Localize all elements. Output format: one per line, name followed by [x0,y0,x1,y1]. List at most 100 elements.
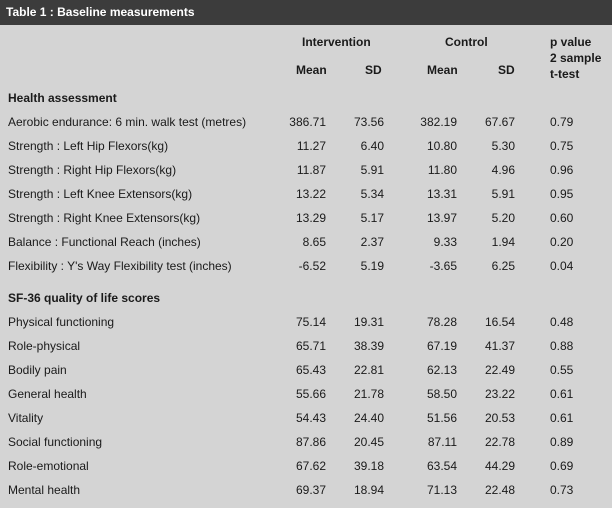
control-mean-cell: 87.11 [427,435,457,449]
header-pvalue-line2: 2 sample [550,51,602,65]
control-sd-cell: 5.20 [491,211,515,225]
control-mean-cell: 9.33 [433,235,457,249]
control-sd-cell: 1.94 [491,235,515,249]
intervention-mean-cell: 13.22 [295,187,326,201]
intervention-mean-cell: 67.62 [295,459,326,473]
control-mean-cell: 13.31 [426,187,457,201]
control-mean-cell: 10.80 [426,139,457,153]
intervention-sd-cell: 5.34 [360,187,384,201]
control-sd-cell: 41.37 [484,339,515,353]
intervention-sd-cell: 5.19 [360,259,384,273]
row-label: Aerobic endurance: 6 min. walk test (met… [8,115,247,129]
control-sd-cell: 4.96 [491,163,515,177]
control-sd-cell: 5.30 [491,139,515,153]
section-title: SF-36 quality of life scores [8,291,161,305]
control-mean-cell: 382.19 [420,115,457,129]
header-intervention-mean: Mean [296,63,327,77]
table-row: Social functioning 87.86 20.45 87.11 22.78 0.… [0,430,612,454]
table-row: Aerobic endurance: 6 min. walk test (met… [0,110,612,134]
intervention-sd-cell: 21.78 [353,387,384,401]
p-value-cell: 0.48 [550,315,574,329]
header-control-sd: SD [498,63,515,77]
row-label: Bodily pain [8,363,67,377]
intervention-mean-cell: 65.71 [295,339,326,353]
control-sd-cell: 20.53 [484,411,515,425]
section-header: Health assessment [0,86,612,110]
row-label: General health [8,387,87,401]
p-value-cell: 0.96 [550,163,574,177]
p-value-cell: 0.73 [550,483,574,497]
intervention-mean-cell: 386.71 [289,115,326,129]
row-label: Strength : Right Knee Extensors(kg) [8,211,201,225]
control-sd-cell: 5.91 [491,187,515,201]
p-value-cell: 0.75 [550,139,574,153]
section-title: Health assessment [8,91,117,105]
row-label: Strength : Left Knee Extensors(kg) [8,187,193,201]
table-body: Intervention Control p value 2 sample t-… [0,25,612,508]
header-intervention-sd: SD [365,63,382,77]
header-pvalue-line1: p value [550,35,592,49]
intervention-mean-cell: 11.87 [296,163,326,177]
control-mean-cell: 13.97 [426,211,457,225]
row-label: Flexibility : Y's Way Flexibility test (… [8,259,232,273]
table-row: Strength : Left Hip Flexors(kg) 11.27 6.40… [0,134,612,158]
row-label: Strength : Left Hip Flexors(kg) [8,139,169,153]
table-title: Table 1 : Baseline measurements [0,0,612,25]
row-label: Mental health [8,483,81,497]
intervention-sd-cell: 38.39 [353,339,384,353]
p-value-cell: 0.55 [550,363,574,377]
p-value-cell: 0.69 [550,459,574,473]
intervention-mean-cell: 87.86 [295,435,326,449]
intervention-sd-cell: 22.81 [353,363,384,377]
p-value-cell: 0.89 [550,435,574,449]
control-mean-cell: 58.50 [426,387,457,401]
control-sd-cell: 22.78 [484,435,515,449]
control-mean-cell: 63.54 [426,459,457,473]
table-row: Physical functioning 75.14 19.31 78.28 16.54… [0,310,612,334]
p-value-cell: 0.88 [550,339,574,353]
table-row: Flexibility : Y's Way Flexibility test (… [0,254,612,278]
control-mean-cell: -3.65 [429,259,457,273]
intervention-mean-cell: -6.52 [298,259,326,273]
control-sd-cell: 16.54 [484,315,515,329]
intervention-sd-cell: 2.37 [360,235,384,249]
row-label: Vitality [8,411,44,425]
intervention-sd-cell: 73.56 [353,115,384,129]
table-row: Vitality 54.43 24.40 51.56 20.53 0.61 [0,406,612,430]
header-pvalue-line3: t-test [550,67,580,81]
intervention-mean-cell: 13.29 [295,211,326,225]
control-sd-cell: 67.67 [484,115,515,129]
table-row: Bodily pain 65.43 22.81 62.13 22.49 0.55 [0,358,612,382]
intervention-mean-cell: 65.43 [295,363,326,377]
p-value-cell: 0.95 [550,187,574,201]
control-mean-cell: 71.13 [426,483,457,497]
table-row: General health 55.66 21.78 58.50 23.22 0.61 [0,382,612,406]
control-mean-cell: 51.56 [426,411,457,425]
section-header: SF-36 quality of life scores [0,286,612,310]
intervention-mean-cell: 54.43 [295,411,326,425]
row-label: Role-physical [8,339,81,353]
row-label: Strength : Right Hip Flexors(kg) [8,163,177,177]
header-control: Control [445,35,488,49]
p-value-cell: 0.61 [550,387,574,401]
intervention-mean-cell: 69.37 [295,483,326,497]
intervention-mean-cell: 8.65 [302,235,326,249]
intervention-sd-cell: 24.40 [353,411,384,425]
table-row: Strength : Right Hip Flexors(kg) 11.87 5.9… [0,158,612,182]
intervention-sd-cell: 18.94 [353,483,384,497]
intervention-mean-cell: 55.66 [295,387,326,401]
control-sd-cell: 22.49 [484,363,515,377]
intervention-sd-cell: 5.91 [360,163,384,177]
control-sd-cell: 23.22 [484,387,515,401]
intervention-sd-cell: 19.31 [353,315,384,329]
intervention-sd-cell: 5.17 [360,211,384,225]
table-row: Role-physical 65.71 38.39 67.19 41.37 0.88 [0,334,612,358]
row-label: Role-emotional [8,459,89,473]
row-label: Social functioning [8,435,103,449]
table-row: Mental health 69.37 18.94 71.13 22.48 0.73 [0,478,612,502]
control-sd-cell: 22.48 [484,483,515,497]
header-control-mean: Mean [427,63,458,77]
table-row: Balance : Functional Reach (inches) 8.65 2… [0,230,612,254]
p-value-cell: 0.61 [550,411,574,425]
intervention-mean-cell: 75.14 [295,315,326,329]
